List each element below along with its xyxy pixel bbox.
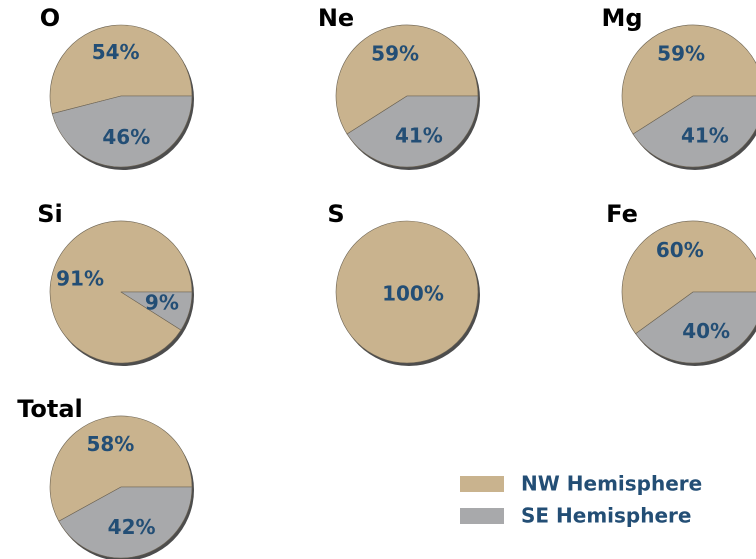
pie-slice [335, 220, 479, 364]
data-label: 91% [56, 267, 104, 291]
pie-slice [49, 415, 193, 522]
legend-label: NW Hemisphere [521, 472, 702, 496]
data-label: 9% [145, 290, 179, 314]
data-label: 41% [395, 123, 443, 147]
data-label: 54% [92, 40, 140, 64]
pie-title: Total [17, 395, 83, 423]
data-label: 58% [86, 432, 134, 456]
data-label: 46% [102, 125, 150, 149]
data-label: 42% [108, 515, 156, 539]
pie-slice [120, 291, 193, 331]
pie-title: O [40, 4, 60, 32]
pie-slice [635, 291, 756, 364]
pie-title: Ne [318, 4, 354, 32]
pie-title: Si [37, 200, 63, 228]
data-label: 41% [681, 123, 729, 147]
pie-slice [346, 95, 479, 168]
data-label: 59% [371, 42, 419, 66]
pie-slice [49, 24, 193, 114]
legend-swatch [460, 476, 504, 492]
data-label: 59% [657, 42, 705, 66]
pie-title: S [327, 200, 344, 228]
pie-title: Fe [606, 200, 638, 228]
legend-swatch [460, 508, 504, 524]
pie-slice [58, 486, 193, 559]
legend-label: SE Hemisphere [521, 504, 691, 528]
data-label: 40% [682, 319, 730, 343]
pie-slice [632, 95, 756, 168]
pie-slice [51, 95, 193, 168]
pie-title: Mg [601, 4, 642, 32]
data-label: 100% [382, 282, 444, 306]
data-label: 60% [656, 238, 704, 262]
pie-slice [621, 220, 756, 335]
pie-slice [335, 24, 479, 135]
